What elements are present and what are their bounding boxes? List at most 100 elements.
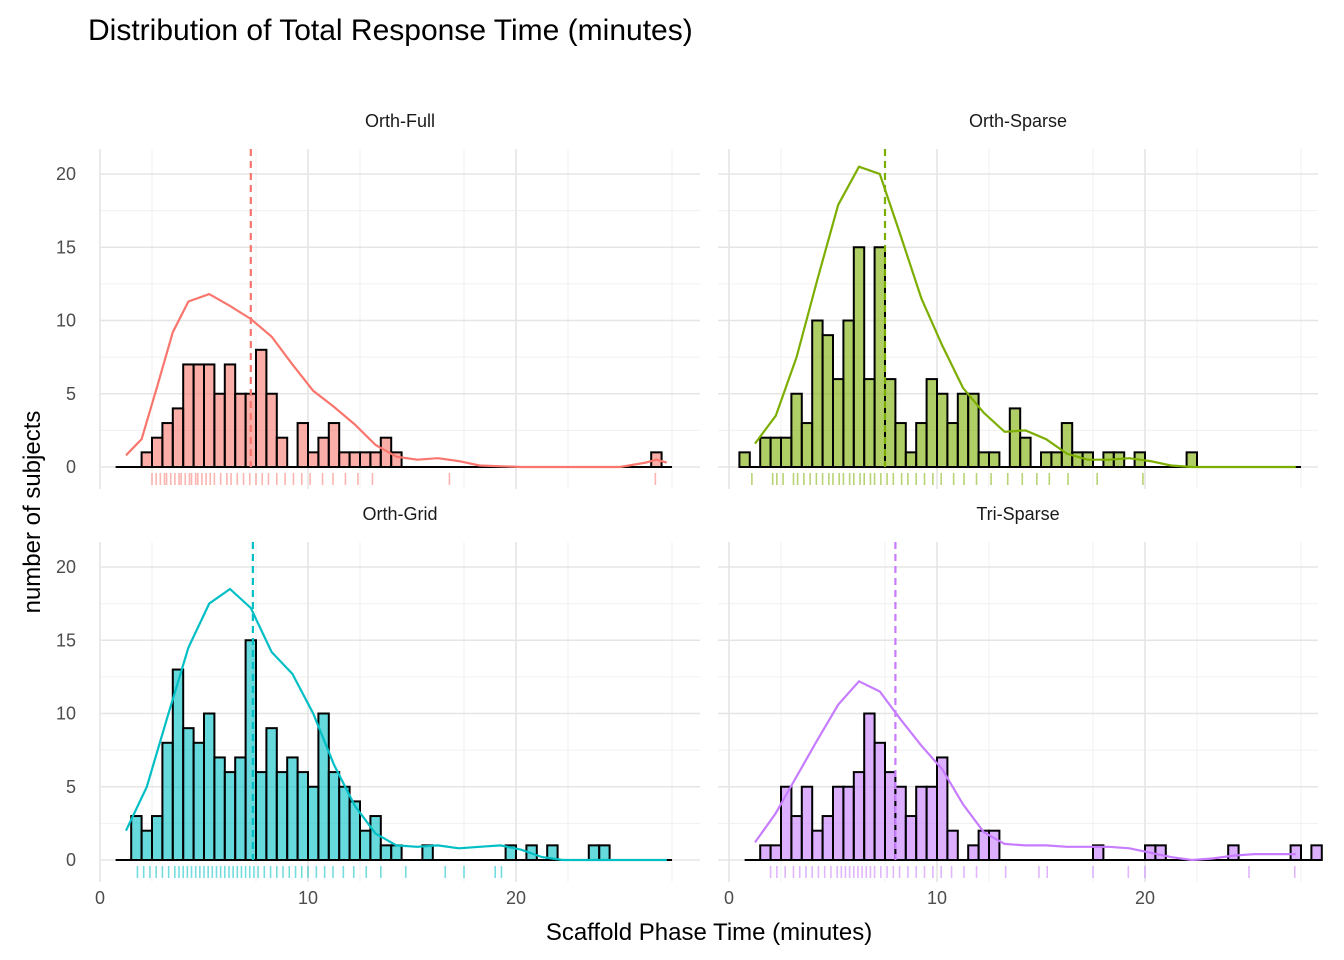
histogram-bar (904, 815, 918, 861)
histogram-bar (317, 712, 330, 861)
histogram-bar (192, 363, 206, 469)
histogram-bar (307, 785, 320, 861)
histogram-bar (161, 741, 174, 861)
histogram-bar (821, 815, 834, 861)
histogram-bar (130, 815, 143, 861)
histogram-bar (800, 422, 814, 468)
histogram-bar (873, 741, 886, 861)
histogram-bar (327, 422, 341, 468)
histogram-bar (1040, 451, 1053, 469)
histogram-bar (884, 378, 897, 469)
histogram-bar (213, 392, 226, 468)
x-tick-label: 10 (927, 888, 947, 908)
histogram-bar (296, 771, 310, 861)
panel-tri-sparse: Tri-Sparse 0 10 20 (718, 504, 1323, 908)
histogram-bar (598, 844, 611, 861)
histogram-bar (182, 727, 195, 862)
histogram-bar (842, 785, 855, 861)
histogram-bar (769, 844, 782, 861)
histogram-bar (359, 829, 372, 862)
histogram-bar (946, 829, 959, 862)
histogram-bar (1310, 844, 1323, 861)
panel-orth-grid: Orth-Grid 0 5 10 15 20 0 10 20 (56, 504, 700, 908)
histogram-bar (140, 451, 154, 469)
histogram-bar (1019, 436, 1032, 469)
histogram-bar (234, 392, 247, 468)
histogram-bar (546, 844, 559, 861)
histogram-bar (338, 785, 351, 861)
histogram-bar (759, 436, 772, 469)
histogram-bar (863, 712, 876, 861)
histogram-bar (338, 451, 351, 469)
histogram-bar (1227, 844, 1240, 861)
histogram-bar (988, 829, 1001, 862)
histogram-bar (296, 422, 310, 468)
histogram-bar (832, 785, 845, 861)
histogram-bar (151, 436, 164, 469)
histogram-bar (967, 392, 980, 468)
histogram-bar (946, 422, 959, 468)
x-tick-label: 0 (724, 888, 734, 908)
histogram-bar (421, 844, 434, 861)
panel-orth-sparse: Orth-Sparse (718, 111, 1318, 489)
histogram-bar (936, 392, 949, 468)
histogram-bar (1071, 451, 1084, 469)
x-tick-label: 0 (95, 888, 105, 908)
histogram-bar (852, 771, 866, 861)
histogram-bar (161, 422, 174, 468)
histogram-bar (390, 844, 403, 861)
density-curve (754, 679, 1296, 862)
histogram-bar (587, 844, 601, 861)
x-axis-title: Scaffold Phase Time (minutes) (546, 919, 872, 946)
histogram-bar (915, 422, 928, 468)
histogram-bar (203, 712, 216, 861)
histogram-bar (151, 815, 164, 861)
histogram-bar (790, 392, 803, 468)
histogram-bar (140, 829, 154, 862)
histogram-bar (811, 319, 824, 468)
histogram-bar (348, 451, 362, 469)
histogram-bar (852, 246, 866, 468)
histogram-bar (821, 334, 834, 468)
x-tick-label: 20 (1135, 888, 1155, 908)
histogram-bar (369, 815, 382, 861)
histogram-bar (317, 436, 330, 469)
histogram-bar (1050, 451, 1063, 469)
histogram-bar (956, 392, 970, 468)
facet-strip-label: Orth-Sparse (969, 111, 1067, 131)
histogram-bar (1185, 451, 1198, 469)
chart-title: Distribution of Total Response Time (min… (88, 14, 693, 47)
histogram-bar (1008, 407, 1022, 468)
histogram-bar (182, 363, 195, 469)
histogram-bar (863, 378, 876, 469)
histogram-bar (255, 771, 268, 861)
x-tick-label: 10 (298, 888, 318, 908)
histogram-bar (171, 407, 185, 468)
y-tick-label: 5 (66, 384, 76, 404)
histogram-bar (894, 422, 907, 468)
histogram-bar (327, 771, 341, 861)
histogram-bar (925, 378, 938, 469)
density-curve (125, 587, 667, 862)
facet-strip-label: Orth-Full (365, 111, 435, 131)
histogram-bar (967, 844, 980, 861)
histogram-bar (884, 771, 897, 861)
histogram-bar (244, 639, 258, 861)
facet-strip-label: Tri-Sparse (976, 504, 1059, 524)
facet-strip-label: Orth-Grid (362, 504, 437, 524)
histogram-bar (925, 785, 938, 861)
histogram-bar (307, 451, 320, 469)
histogram-bar (790, 815, 803, 861)
histogram-bar (255, 348, 268, 468)
histogram-bar (904, 451, 918, 469)
histogram-bar (915, 785, 928, 861)
histogram-bar (223, 363, 237, 469)
histogram-bar (1092, 844, 1105, 861)
histogram-bar (800, 785, 814, 861)
histogram-bar (171, 668, 185, 861)
histogram-bar (738, 451, 751, 469)
density-curve (754, 165, 1296, 469)
histogram-bar (842, 319, 855, 468)
panel-orth-full: Orth-Full 0 5 10 15 20 (56, 111, 700, 489)
